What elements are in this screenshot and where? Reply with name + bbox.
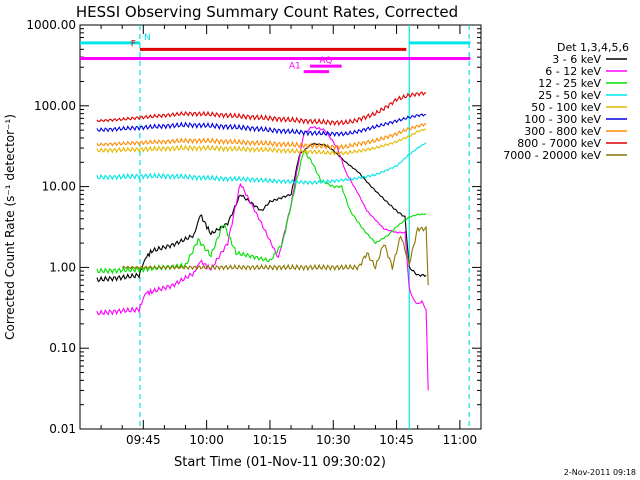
x-tick-label: 10:30 [316, 433, 351, 447]
legend-label: 100 - 300 keV [524, 113, 601, 126]
series-line [96, 128, 427, 156]
footer-timestamp: 2-Nov-2011 09:18 [564, 468, 636, 477]
x-tick-label: 10:00 [189, 433, 224, 447]
plot-frame [79, 24, 482, 430]
y-tick-label: 1000.00 [26, 18, 76, 32]
y-tick-label: 0.10 [49, 341, 76, 355]
flag-label: N [144, 33, 151, 43]
x-tick-labels: 09:45 10:00 10:15 10:30 10:45 11:00 [126, 433, 477, 447]
flag-bars: NF AQ A1 [80, 33, 471, 74]
x-tick-label: 10:15 [253, 433, 288, 447]
vertical-markers [139, 25, 470, 429]
series-line [96, 123, 427, 151]
series-lines [96, 91, 429, 391]
series-line [121, 225, 429, 286]
legend-label: 12 - 25 keV [538, 77, 601, 90]
axis-ticks [80, 24, 481, 430]
series-line [96, 113, 427, 138]
flag-label: A1 [289, 62, 301, 72]
y-tick-label: 10.00 [42, 180, 76, 194]
legend-label: 7000 - 20000 keV [503, 149, 601, 162]
legend-label: 800 - 7000 keV [517, 137, 601, 150]
series-line [96, 150, 427, 275]
y-tick-label: 0.01 [49, 422, 76, 436]
chart-title: HESSI Observing Summary Count Rates, Cor… [76, 3, 458, 21]
y-tick-label: 100.00 [34, 99, 76, 113]
series-line [96, 91, 427, 127]
x-axis-label: Start Time (01-Nov-11 09:30:02) [174, 455, 386, 470]
legend-label: 25 - 50 keV [538, 89, 601, 102]
legend-title: Det 1,3,4,5,6 [557, 41, 629, 54]
x-tick-label: 09:45 [126, 433, 161, 447]
legend-label: 6 - 12 keV [545, 65, 601, 78]
y-axis-label: Corrected Count Rate (s⁻¹ detector⁻¹) [3, 114, 17, 340]
flag-label: F [131, 39, 136, 49]
x-tick-label: 11:00 [443, 433, 478, 447]
series-line [96, 126, 429, 391]
series-line [96, 142, 427, 186]
y-tick-label: 1.00 [49, 260, 76, 274]
legend-label: 3 - 6 keV [552, 53, 601, 66]
flag-label: AQ [319, 56, 332, 66]
legend-label: 300 - 800 keV [524, 125, 601, 138]
y-tick-labels: 1000.00 100.00 10.00 1.00 0.10 0.01 [26, 18, 76, 436]
series-line [96, 142, 427, 283]
legend-label: 50 - 100 keV [531, 101, 601, 114]
x-tick-label: 10:45 [379, 433, 414, 447]
